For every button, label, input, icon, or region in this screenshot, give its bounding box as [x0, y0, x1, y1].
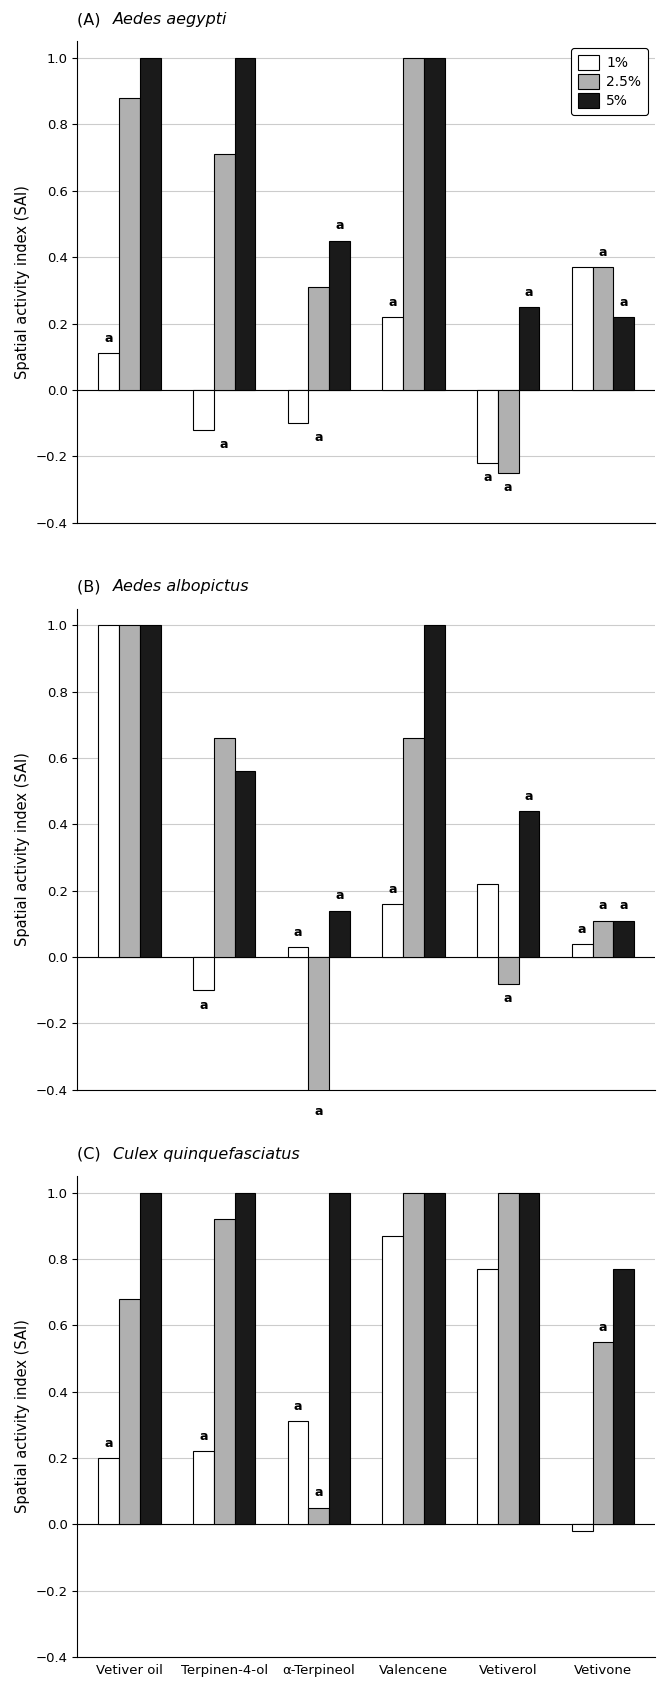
Text: a: a — [105, 1437, 113, 1450]
Text: a: a — [293, 926, 302, 939]
Bar — [477, 1269, 498, 1524]
Bar — [119, 1299, 140, 1524]
Bar — [613, 920, 634, 958]
Text: a: a — [105, 332, 113, 345]
Bar — [572, 1524, 592, 1531]
Bar — [592, 1342, 613, 1524]
Bar — [193, 958, 214, 990]
Text: a: a — [315, 431, 323, 445]
Text: a: a — [525, 790, 533, 802]
Bar — [214, 154, 234, 389]
Text: a: a — [483, 470, 492, 484]
Bar — [119, 626, 140, 958]
Bar — [613, 316, 634, 389]
Text: a: a — [389, 883, 397, 895]
Text: Culex quinquefasciatus: Culex quinquefasciatus — [113, 1147, 300, 1161]
Bar — [403, 1193, 424, 1524]
Bar — [498, 1193, 519, 1524]
Text: a: a — [599, 900, 607, 912]
Bar — [329, 1193, 350, 1524]
Bar — [519, 810, 539, 958]
Bar — [287, 1421, 308, 1524]
Text: a: a — [620, 900, 628, 912]
Bar — [234, 772, 255, 958]
Text: a: a — [620, 296, 628, 308]
Bar — [498, 389, 519, 472]
Bar — [119, 98, 140, 389]
Bar — [308, 288, 329, 389]
Bar — [193, 1452, 214, 1524]
Bar — [592, 920, 613, 958]
Bar — [572, 267, 592, 389]
Text: a: a — [315, 1105, 323, 1118]
Bar — [234, 58, 255, 389]
Bar — [98, 354, 119, 389]
Bar — [403, 58, 424, 389]
Y-axis label: Spatial activity index (SAI): Spatial activity index (SAI) — [15, 184, 30, 379]
Y-axis label: Spatial activity index (SAI): Spatial activity index (SAI) — [15, 753, 30, 946]
Bar — [477, 389, 498, 464]
Bar — [613, 1269, 634, 1524]
Text: a: a — [578, 922, 586, 936]
Bar — [140, 1193, 161, 1524]
Bar — [329, 240, 350, 389]
Bar — [519, 306, 539, 389]
Bar — [308, 1508, 329, 1524]
Bar — [214, 1218, 234, 1524]
Bar — [98, 626, 119, 958]
Text: (C): (C) — [78, 1147, 106, 1161]
Text: a: a — [293, 1401, 302, 1413]
Text: (B): (B) — [78, 579, 106, 594]
Bar — [140, 58, 161, 389]
Bar — [383, 904, 403, 958]
Bar — [498, 958, 519, 983]
Bar — [424, 58, 445, 389]
Bar — [234, 1193, 255, 1524]
Text: a: a — [220, 438, 228, 452]
Bar — [424, 1193, 445, 1524]
Text: a: a — [315, 1487, 323, 1499]
Bar — [98, 1459, 119, 1524]
Text: (A): (A) — [78, 12, 106, 27]
Text: a: a — [336, 890, 344, 902]
Bar — [403, 738, 424, 958]
Bar — [572, 944, 592, 958]
Bar — [193, 389, 214, 430]
Y-axis label: Spatial activity index (SAI): Spatial activity index (SAI) — [15, 1320, 30, 1513]
Bar — [519, 1193, 539, 1524]
Bar — [383, 316, 403, 389]
Text: a: a — [525, 286, 533, 299]
Bar — [287, 948, 308, 958]
Text: Aedes aegypti: Aedes aegypti — [113, 12, 228, 27]
Bar — [383, 1235, 403, 1524]
Text: a: a — [199, 1430, 208, 1443]
Text: a: a — [504, 481, 513, 494]
Bar — [308, 958, 329, 1096]
Text: a: a — [199, 998, 208, 1012]
Text: a: a — [599, 245, 607, 259]
Bar — [477, 885, 498, 958]
Legend: 1%, 2.5%, 5%: 1%, 2.5%, 5% — [572, 49, 648, 115]
Bar — [329, 910, 350, 958]
Bar — [287, 389, 308, 423]
Text: a: a — [336, 220, 344, 232]
Text: Aedes albopictus: Aedes albopictus — [113, 579, 250, 594]
Text: a: a — [599, 1320, 607, 1333]
Bar — [424, 626, 445, 958]
Bar — [214, 738, 234, 958]
Bar — [140, 626, 161, 958]
Bar — [592, 267, 613, 389]
Text: a: a — [389, 296, 397, 308]
Text: a: a — [504, 992, 513, 1005]
